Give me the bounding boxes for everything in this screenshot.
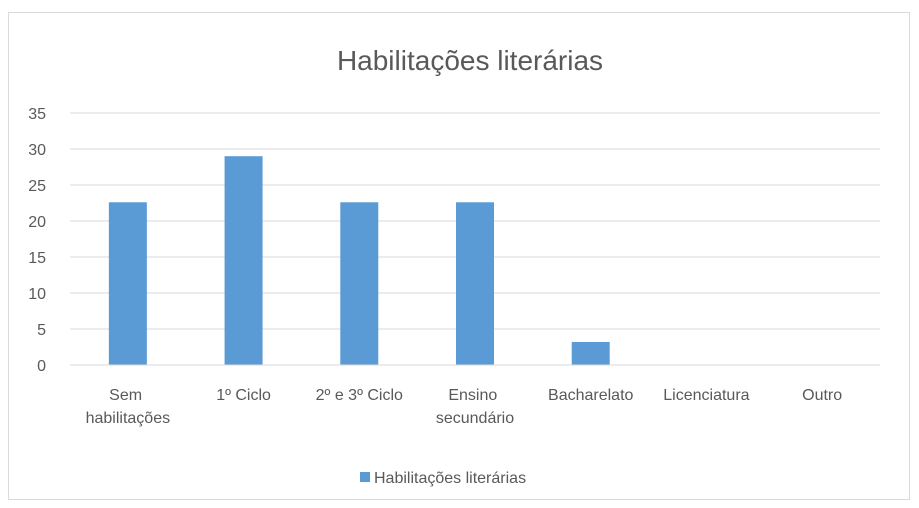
y-tick-label: 20 (28, 214, 46, 231)
legend-swatch (360, 472, 370, 482)
bar (571, 341, 610, 365)
y-tick-label: 10 (28, 286, 46, 303)
y-tick-label: 5 (37, 322, 46, 339)
bar (108, 202, 147, 365)
y-tick-label: 30 (28, 142, 46, 159)
y-tick-label: 25 (28, 178, 46, 195)
bar (456, 202, 494, 365)
y-tick-label: 0 (37, 358, 46, 375)
x-tick-label: 2º e 3º Ciclo (316, 387, 403, 404)
legend-label: Habilitações literárias (374, 470, 526, 487)
x-tick-label: Licenciatura (663, 387, 749, 404)
bar (224, 156, 263, 365)
y-tick-label: 15 (28, 250, 46, 267)
x-tick-label: Sem habilitações (86, 387, 171, 427)
x-tick-label: 1º Ciclo (216, 387, 271, 404)
x-tick-label: Ensino secundário (436, 387, 514, 427)
x-tick-label: Outro (802, 387, 842, 404)
y-tick-label: 35 (28, 106, 46, 123)
bar (340, 202, 379, 365)
chart-title: Habilitações literárias (337, 45, 603, 76)
x-tick-label: Bacharelato (548, 387, 633, 404)
